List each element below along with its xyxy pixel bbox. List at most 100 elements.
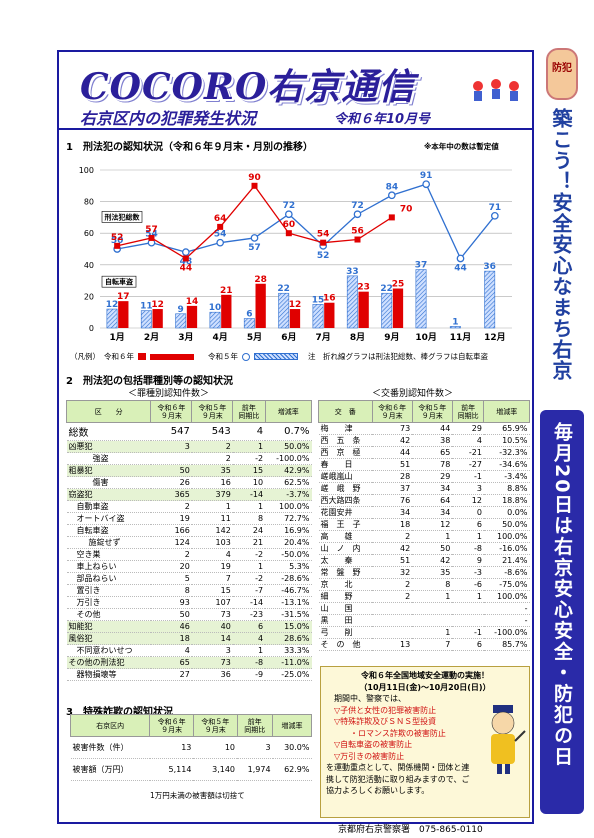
- campaign-item-4: ▽自転車盗の被害防止: [334, 740, 413, 749]
- table-row: 置引き 8 15 -7 -46.7%: [66, 584, 312, 597]
- table-cell: [452, 614, 484, 627]
- line-2023-point: [422, 180, 431, 189]
- table-cell: 38: [412, 434, 453, 447]
- table-cell: 20.4%: [265, 536, 312, 549]
- table-cell: -1: [452, 470, 484, 483]
- table-cell: 知能犯: [66, 620, 151, 633]
- side-banner-slogan: 防犯 築こう！安全安心なまち右京: [538, 48, 584, 388]
- table-cell: 28: [372, 470, 413, 483]
- table-row: 嵯峨嵐山 28 29 -1 -3.4%: [318, 470, 530, 483]
- table-cell: 1: [232, 644, 266, 657]
- table-cell: 29: [412, 470, 453, 483]
- x-tick-label: 5月: [247, 332, 262, 343]
- bar-2023: [243, 318, 255, 329]
- table-cell: 7: [191, 572, 233, 585]
- table-cell: 9: [452, 554, 484, 567]
- table-cell: 山 ノ 内: [318, 542, 373, 555]
- table-cell: 山 国: [318, 602, 373, 615]
- table-row: そ の 他 13 7 6 85.7%: [318, 638, 530, 651]
- table-cell: -: [483, 602, 530, 615]
- table-cell: 0.7%: [265, 422, 312, 441]
- table-header-cell: 令和６年 ９月末: [149, 714, 194, 737]
- table-cell: -34.6%: [483, 458, 530, 471]
- table-cell: 1: [232, 500, 266, 513]
- table-row: 黒 田-: [318, 614, 530, 627]
- bar-2023-label: 22: [277, 284, 290, 294]
- table-cell: 10: [193, 736, 238, 759]
- table-row: 京 北 2 8 -6 -75.0%: [318, 578, 530, 591]
- table-row: 太 秦 51 42 9 21.4%: [318, 554, 530, 567]
- table-cell: 18.8%: [483, 494, 530, 507]
- table-cell: 0: [452, 506, 484, 519]
- table-cell: 弓 削: [318, 626, 373, 639]
- table-cell: [452, 602, 484, 615]
- line-2023-label: 71: [489, 203, 502, 213]
- table-cell: 春 日: [318, 458, 373, 471]
- line-2024-label: 56: [351, 227, 364, 237]
- bar-2023: [449, 326, 461, 329]
- table-cell: 103: [191, 536, 233, 549]
- table-cell: [150, 452, 192, 465]
- line-2023-label: 48: [180, 257, 193, 267]
- table-cell: -2: [232, 452, 266, 465]
- table-row: 不同意わいせつ 4 3 1 33.3%: [66, 644, 312, 657]
- table-cell: 4: [191, 548, 233, 561]
- line-2024-point: [114, 242, 121, 249]
- line-2023-label: 52: [317, 251, 330, 261]
- table-row: 自転車盗 166 142 24 16.9%: [66, 524, 312, 537]
- table-cell: [372, 602, 413, 615]
- table-row: 万引き 93 107 -14 -13.1%: [66, 596, 312, 609]
- table-cell: 93: [150, 596, 192, 609]
- table-cell: 自動車盗: [66, 500, 151, 513]
- table-cell: -8: [452, 542, 484, 555]
- table-cell: -1: [452, 626, 484, 639]
- table-cell: 13: [372, 638, 413, 651]
- table-cell: -25.0%: [265, 668, 312, 681]
- table-cell: 379: [191, 488, 233, 501]
- newsletter-title: COCORO右京通信: [80, 66, 416, 108]
- table-cell: 62.9%: [272, 758, 312, 781]
- table-row: その他の刑法犯 65 73 -8 -11.0%: [66, 656, 312, 669]
- table-cell: 76: [372, 494, 413, 507]
- fraud-note: 1万円未満の被害額は切捨て: [150, 791, 245, 800]
- monthly-crime-chart: 0 20 40 60 80 100 1月 2月 3月 4月 5月 6月 7月 8月 9月 10月 11月 12月 1…: [79, 166, 512, 343]
- bar-2023: [278, 292, 290, 329]
- table-cell: 19: [150, 512, 192, 525]
- table-cell: [372, 626, 413, 639]
- table-cell: 細 野: [318, 590, 373, 603]
- table-cell: 福 王 子: [318, 518, 373, 531]
- table-cell: 施錠せず: [66, 536, 151, 549]
- table-cell: オートバイ盗: [66, 512, 151, 525]
- table-cell: 嵯峨嵐山: [318, 470, 373, 483]
- bar-2023: [415, 269, 427, 329]
- table-row: 施錠せず 124 103 21 20.4%: [66, 536, 312, 549]
- table-cell: 50: [412, 542, 453, 555]
- bar-2023: [209, 311, 221, 329]
- table-cell: 西 京 極: [318, 446, 373, 459]
- table-cell: 3: [191, 644, 233, 657]
- x-tick-label: 11月: [450, 332, 472, 343]
- table-cell: 21.4%: [483, 554, 530, 567]
- bar-2023-label: 11: [140, 302, 153, 312]
- table-row: 高 雄 2 1 1 100.0%: [318, 530, 530, 543]
- table-cell: 1: [412, 590, 453, 603]
- table-cell: 73: [372, 422, 413, 435]
- table-cell: 65: [412, 446, 453, 459]
- table-cell: 20: [150, 560, 192, 573]
- x-tick-label: 4月: [213, 332, 228, 343]
- bar-2024: [221, 294, 232, 328]
- table-header-row: 交 番令和６年 ９月末 令和５年 ９月末 前年 同期比 増減率: [318, 400, 530, 423]
- y-tick-label: 0: [89, 324, 94, 333]
- table-cell: [372, 614, 413, 627]
- legend-y6-label: 令和６年: [104, 352, 134, 361]
- table-row: 自動車盗 2 1 1 100.0%: [66, 500, 312, 513]
- table-cell: 8: [232, 512, 266, 525]
- table-cell: 16.9%: [265, 524, 312, 537]
- table-cell: 51: [372, 554, 413, 567]
- x-tick-label: 9月: [384, 332, 399, 343]
- table-row: 嵯 峨 野 37 34 3 8.8%: [318, 482, 530, 495]
- table-cell: そ の 他: [318, 638, 373, 651]
- table-row: 細 野 2 1 1 100.0%: [318, 590, 530, 603]
- line-2024-label: 57: [145, 225, 158, 235]
- bar-2024-label: 21: [220, 286, 233, 296]
